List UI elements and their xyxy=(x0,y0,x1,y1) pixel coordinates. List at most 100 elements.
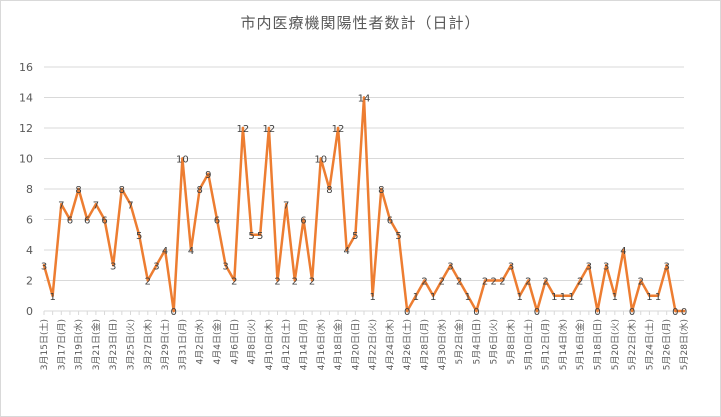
x-tick-label: 5月14日(水) xyxy=(557,319,569,370)
data-label: 0 xyxy=(681,307,687,318)
data-point xyxy=(172,309,175,313)
x-tick-label: 4月2日(水) xyxy=(194,319,206,364)
data-point xyxy=(241,126,245,130)
data-point xyxy=(51,294,54,297)
x-tick-label: 5月26日(月) xyxy=(662,319,673,370)
data-label: 0 xyxy=(404,307,410,318)
data-label: 1 xyxy=(560,292,566,303)
data-point xyxy=(613,294,617,297)
data-point xyxy=(604,264,608,267)
data-label: 8 xyxy=(196,185,202,196)
data-label: 6 xyxy=(101,216,107,227)
data-point xyxy=(406,309,409,313)
data-label: 0 xyxy=(629,307,635,318)
data-label: 5 xyxy=(352,231,358,242)
data-point xyxy=(302,218,305,221)
data-label: 3 xyxy=(41,261,47,272)
data-point xyxy=(250,233,253,236)
data-point xyxy=(68,218,72,221)
data-label: 8 xyxy=(378,185,384,196)
data-point xyxy=(129,203,132,206)
data-point xyxy=(215,218,219,221)
data-label: 1 xyxy=(568,292,574,303)
data-label: 2 xyxy=(145,277,151,288)
x-tick-label: 4月16日(水) xyxy=(315,319,327,370)
data-label: 2 xyxy=(499,277,505,288)
data-point xyxy=(293,279,297,282)
data-label: 14 xyxy=(358,94,371,105)
data-point xyxy=(449,264,452,267)
data-label: 3 xyxy=(153,261,159,272)
data-label: 12 xyxy=(332,124,345,135)
data-point xyxy=(371,294,374,297)
y-tick-label: 10 xyxy=(19,153,33,166)
data-label: 1 xyxy=(646,292,652,303)
data-label: 6 xyxy=(387,216,393,227)
data-point xyxy=(587,264,591,267)
data-label: 2 xyxy=(231,277,237,288)
x-tick-label: 3月19日(水) xyxy=(73,319,85,370)
data-point xyxy=(656,294,660,297)
y-tick-label: 14 xyxy=(19,92,33,105)
data-label: 1 xyxy=(49,292,55,303)
data-point xyxy=(120,187,124,191)
data-label: 2 xyxy=(638,277,644,288)
x-tick-label: 5月28日(水) xyxy=(678,319,690,370)
y-tick-label: 16 xyxy=(19,61,33,74)
data-point xyxy=(527,279,530,282)
data-label: 1 xyxy=(430,292,436,303)
data-label: 12 xyxy=(262,124,275,135)
data-point xyxy=(163,248,167,252)
data-point xyxy=(146,279,149,282)
data-point xyxy=(648,294,651,297)
data-label: 2 xyxy=(439,277,445,288)
data-point xyxy=(535,309,539,313)
data-label: 1 xyxy=(413,292,419,303)
data-label: 3 xyxy=(447,261,453,272)
data-label: 8 xyxy=(75,185,81,196)
x-tick-label: 5月6日(火) xyxy=(489,319,500,364)
data-label: 7 xyxy=(127,200,133,211)
x-tick-label: 3月31日(月) xyxy=(177,319,188,370)
data-label: 2 xyxy=(542,277,548,288)
data-label: 12 xyxy=(237,124,250,135)
data-point xyxy=(362,96,366,99)
data-label: 3 xyxy=(664,261,670,272)
data-label: 0 xyxy=(594,307,600,318)
data-point xyxy=(518,294,521,297)
data-point xyxy=(397,233,400,236)
x-tick-label: 5月20日(火) xyxy=(610,319,621,370)
data-point xyxy=(267,126,271,130)
x-tick-label: 5月16日(金) xyxy=(574,319,586,370)
x-tick-label: 4月12日(土) xyxy=(280,319,292,370)
data-point xyxy=(457,279,461,282)
data-point xyxy=(60,203,63,206)
data-label: 7 xyxy=(93,200,99,211)
data-point xyxy=(440,279,444,282)
x-tick-label: 3月29日(土) xyxy=(159,319,171,370)
data-point xyxy=(276,279,279,282)
data-label: 1 xyxy=(551,292,557,303)
data-label: 5 xyxy=(395,231,401,242)
data-label: 0 xyxy=(672,307,678,318)
data-point xyxy=(388,218,392,221)
data-point xyxy=(639,279,642,282)
data-label: 5 xyxy=(136,231,142,242)
data-label: 2 xyxy=(274,277,280,288)
data-point xyxy=(86,218,89,221)
data-point xyxy=(155,264,158,267)
data-point xyxy=(181,157,184,160)
x-tick-label: 4月22日(火) xyxy=(368,319,379,370)
data-label: 2 xyxy=(577,277,583,288)
data-label: 2 xyxy=(456,277,462,288)
data-label: 5 xyxy=(257,231,263,242)
data-label: 0 xyxy=(534,307,540,318)
data-point xyxy=(622,248,625,252)
data-label: 2 xyxy=(309,277,315,288)
data-label: 1 xyxy=(612,292,618,303)
data-point xyxy=(189,248,193,252)
data-point xyxy=(579,279,582,282)
x-tick-label: 4月24日(木) xyxy=(384,319,396,370)
data-point xyxy=(77,187,80,191)
